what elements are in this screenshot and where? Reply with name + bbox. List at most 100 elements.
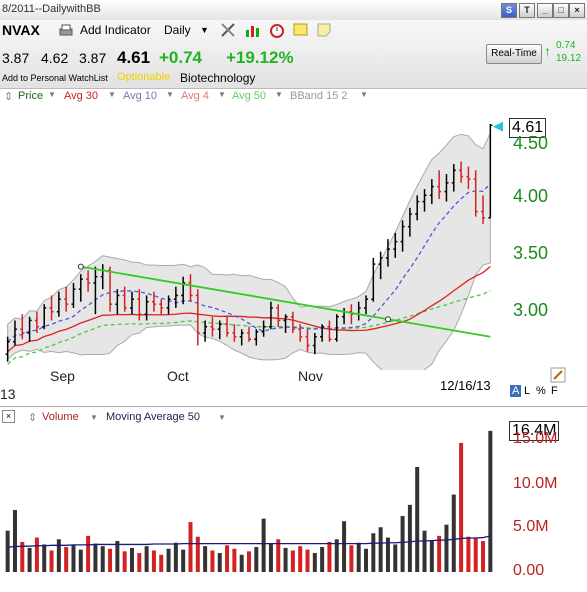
chevron-down-icon[interactable]: ▼ (200, 25, 209, 35)
chevron-down-icon[interactable]: ▼ (90, 413, 98, 422)
volume-bar (151, 550, 156, 572)
legend-volume[interactable]: Volume (42, 411, 79, 423)
chevron-down-icon[interactable]: ▼ (218, 90, 226, 99)
low-value: 3.87 (79, 50, 107, 66)
volume-bar (20, 541, 25, 572)
volume-bar (342, 521, 347, 572)
trend-line (80, 265, 491, 338)
volume-bar (12, 510, 17, 572)
legend-avg10[interactable]: Avg 10 (123, 90, 158, 102)
volume-bar (217, 553, 222, 572)
volume-bar (64, 547, 69, 572)
sticky-note-icon[interactable] (316, 22, 332, 38)
volume-bar (349, 545, 354, 572)
volume-bar (144, 546, 149, 572)
volume-last-label: 16.4M (509, 421, 560, 441)
trend-line-handle (77, 263, 84, 270)
legend-volume-ma[interactable]: Moving Average 50 (106, 411, 200, 423)
optionable-link[interactable]: Optionable (117, 71, 171, 83)
avg50-line (7, 289, 491, 365)
volume-bar (378, 527, 383, 572)
volume-bar (298, 546, 303, 572)
volume-bar (137, 553, 142, 572)
period-select[interactable]: Daily (164, 23, 191, 37)
volume-bar (466, 536, 471, 572)
volume-bar (429, 541, 434, 572)
volume-bar (320, 547, 325, 572)
volume-bar (122, 551, 127, 572)
close-icon[interactable]: × (2, 410, 15, 423)
volume-bar (356, 542, 361, 572)
printer-icon[interactable] (58, 24, 74, 38)
legend-arrows-icon[interactable]: ⇕ (4, 91, 14, 103)
minimize-button[interactable]: _ (537, 3, 553, 18)
month-label: Oct (167, 368, 189, 384)
maximize-button[interactable]: □ (553, 3, 569, 18)
realtime-button[interactable]: Real-Time (486, 44, 542, 64)
legend-avg4[interactable]: Avg 4 (181, 90, 209, 102)
sector-link[interactable]: Biotechnology (180, 71, 256, 85)
volume-bar (195, 536, 200, 572)
chevron-down-icon[interactable]: ▼ (218, 413, 226, 422)
add-indicator-button[interactable]: Add Indicator (80, 23, 151, 37)
chevron-down-icon[interactable]: ▼ (360, 90, 368, 99)
panel-percent-button[interactable]: % (536, 385, 546, 397)
volume-bar (254, 547, 259, 572)
volume-bar (473, 538, 478, 572)
panel-divider[interactable] (0, 406, 587, 407)
volume-bar (437, 535, 442, 572)
bollinger-band (7, 132, 491, 370)
volume-bar (5, 530, 10, 572)
avg30-line (7, 265, 491, 353)
volume-bar (49, 550, 54, 572)
avg10-line (7, 183, 491, 343)
volume-bar (407, 504, 412, 572)
volume-bar (239, 554, 244, 572)
volume-bar (225, 545, 230, 572)
annotation-icon[interactable] (293, 22, 309, 38)
drawing-tools-icon[interactable] (220, 22, 236, 38)
legend-price[interactable]: Price (18, 90, 44, 102)
panel-f-button[interactable]: F (551, 385, 558, 397)
legend-avg30[interactable]: Avg 30 (64, 90, 99, 102)
chevron-down-icon[interactable]: ▼ (166, 90, 174, 99)
pencil-icon[interactable] (550, 367, 566, 383)
s-menu-button[interactable]: S (501, 3, 517, 18)
panel-linear-button[interactable]: L (524, 385, 531, 397)
legend-bband[interactable]: BBand 15 2 (290, 90, 348, 102)
volume-bar (42, 544, 47, 572)
alarm-clock-icon[interactable] (269, 22, 285, 38)
volume-axis-label: 10.0M (513, 475, 558, 492)
volume-chart[interactable] (0, 426, 509, 576)
volume-bar (385, 537, 390, 572)
close-button[interactable]: × (569, 3, 585, 18)
price-chart[interactable] (0, 106, 509, 370)
add-watchlist-link[interactable]: Add to Personal WatchList (2, 73, 108, 83)
volume-bar (371, 533, 376, 572)
volume-bar (210, 550, 215, 572)
volume-bar (459, 442, 464, 572)
volume-bar (181, 549, 186, 572)
price-legend: ⇕ Price ▼ Avg 30 ▼ Avg 10 ▼ Avg 4 ▼ Avg … (0, 89, 587, 105)
text-size-button[interactable]: T (519, 3, 535, 18)
legend-avg50[interactable]: Avg 50 (232, 90, 267, 102)
volume-bar (247, 551, 251, 572)
volume-bar (312, 553, 317, 572)
volume-bar (166, 548, 171, 572)
volume-bar (159, 554, 164, 572)
up-arrow-icon: ↑ (544, 43, 551, 59)
chevron-down-icon[interactable]: ▼ (108, 90, 116, 99)
realtime-percent: 19.12 (556, 53, 582, 64)
chevron-down-icon[interactable]: ▼ (275, 90, 283, 99)
window-titlebar: 8/2011--DailywithBB S T _ □ × (0, 0, 587, 21)
volume-bar (203, 546, 208, 572)
bar-chart-icon[interactable] (245, 22, 261, 38)
volume-bar (232, 548, 237, 572)
panel-auto-button[interactable]: A (510, 385, 522, 397)
volume-bar (451, 494, 456, 572)
date-label: 12/16/13 (440, 378, 491, 393)
chevron-down-icon[interactable]: ▼ (48, 90, 56, 99)
legend-arrows-icon[interactable]: ⇕ (28, 412, 38, 424)
month-label: Sep (50, 368, 75, 384)
symbol-label[interactable]: NVAX (2, 22, 40, 38)
